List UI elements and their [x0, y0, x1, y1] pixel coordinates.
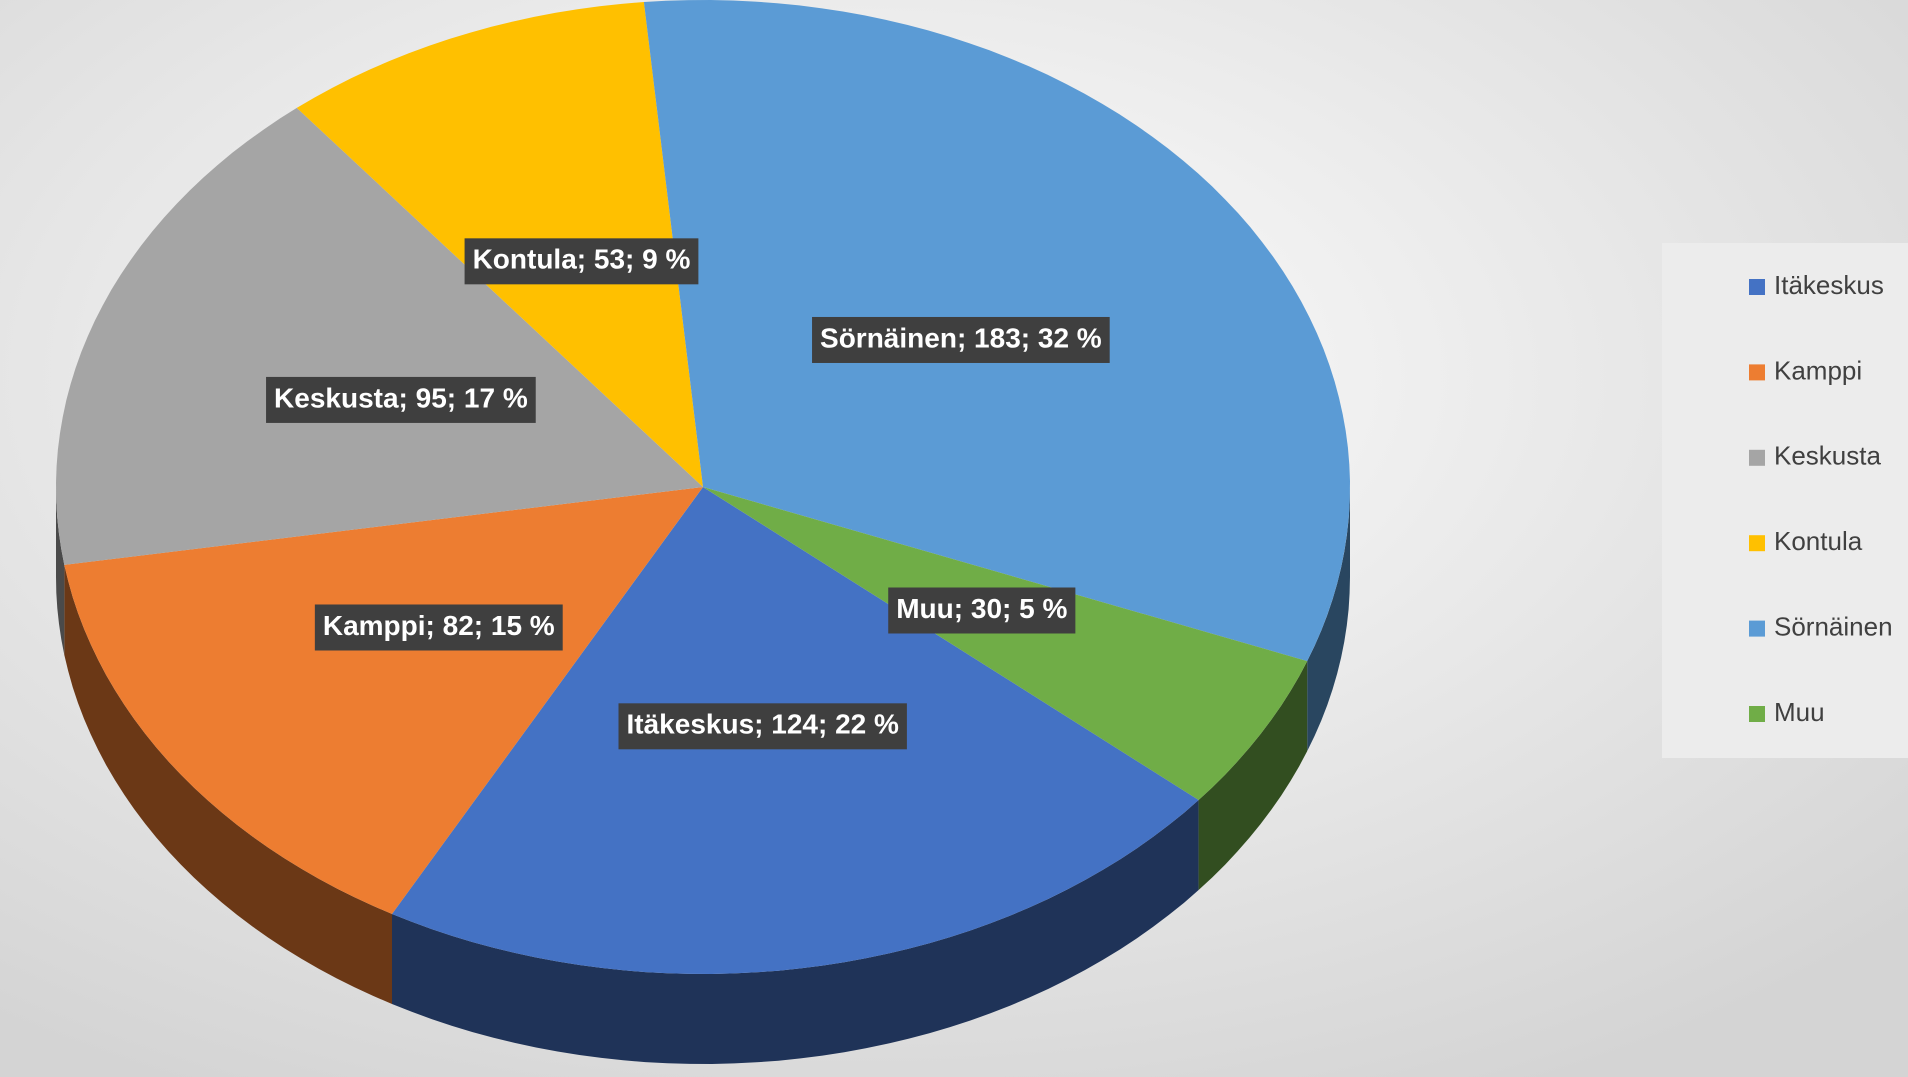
slice-side: [1198, 661, 1308, 890]
legend-label: Itäkeskus: [1774, 270, 1884, 300]
legend-label: Muu: [1774, 697, 1825, 727]
data-label-box: [464, 238, 699, 285]
legend-swatch: [1749, 535, 1765, 552]
legend-swatch: [1749, 279, 1765, 295]
legend-box: [1662, 243, 1908, 758]
slice-side: [56, 487, 65, 655]
data-label-box: [314, 604, 563, 651]
slice: [64, 487, 704, 914]
legend-label: Kontula: [1774, 526, 1863, 556]
slice-side: [64, 564, 393, 1004]
slice-side: [392, 800, 1199, 1064]
data-label: Itäkeskus; 124; 22 %: [627, 709, 899, 740]
data-label: Kamppi; 82; 15 %: [323, 610, 555, 641]
data-label: Kontula; 53; 9 %: [473, 244, 691, 275]
data-label: Muu; 30; 5 %: [896, 593, 1067, 624]
slice: [703, 487, 1308, 800]
slice-side: [1307, 487, 1350, 752]
data-label-box: [888, 587, 1076, 634]
data-label: Sörnäinen; 183; 32 %: [820, 322, 1102, 353]
data-label-box: [618, 703, 907, 750]
legend-swatch: [1749, 449, 1765, 466]
legend-swatch: [1749, 620, 1765, 637]
legend-label: Sörnäinen: [1774, 611, 1893, 641]
legend-swatch: [1749, 706, 1765, 722]
data-label-box: [812, 316, 1110, 363]
legend-label: Kamppi: [1774, 355, 1862, 385]
slice: [56, 107, 703, 565]
legend-label: Keskusta: [1774, 441, 1881, 471]
data-label: Keskusta; 95; 17 %: [274, 382, 528, 413]
legend-swatch: [1749, 364, 1765, 381]
data-label-box: [266, 376, 536, 423]
